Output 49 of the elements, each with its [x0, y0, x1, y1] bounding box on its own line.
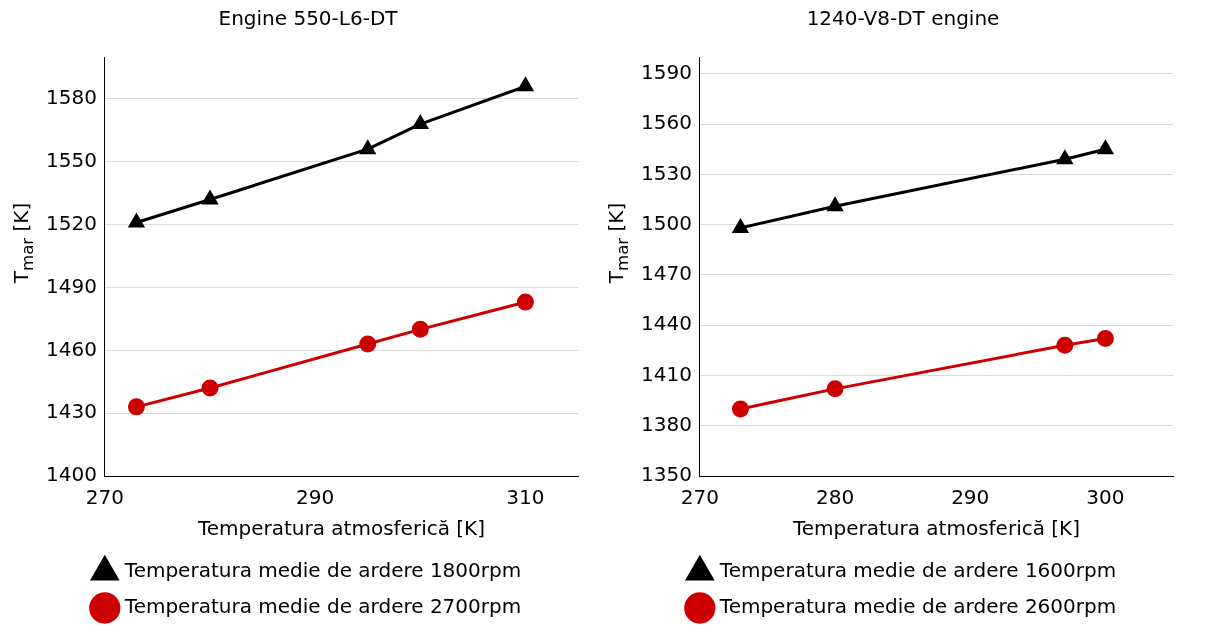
y-tick-label: 1580: [45, 85, 97, 110]
point: [516, 293, 534, 311]
point: [412, 115, 428, 130]
point: [731, 400, 749, 418]
y-tick-label: 1380: [640, 411, 692, 436]
point: [202, 190, 218, 205]
y-tick-label: 1470: [640, 261, 692, 286]
y-tick-label: 1350: [640, 462, 692, 487]
y-tick-label: 1410: [640, 361, 692, 386]
point: [826, 380, 844, 398]
x-tick-label: 290: [296, 485, 335, 510]
y-tick-label: 1560: [640, 110, 692, 135]
y-tick-label: 1460: [45, 336, 97, 361]
point: [1056, 336, 1074, 354]
y-tick-label: 1500: [640, 210, 692, 235]
y-tick-label: 1400: [45, 462, 97, 487]
y-tick-label: 1590: [640, 59, 692, 84]
point: [360, 140, 376, 155]
x-axis-title: Temperatura atmosferică [K]: [791, 516, 1081, 541]
y-tick-label: 1440: [640, 311, 692, 336]
x-tick-label: 310: [506, 485, 545, 510]
point: [127, 398, 145, 416]
chart-title: Engine 550-L6-DT: [218, 6, 399, 31]
legend-label: Temperatura medie de ardere 2700rpm: [123, 594, 522, 619]
point: [411, 320, 429, 338]
point: [1097, 140, 1113, 155]
x-tick-label: 300: [1086, 485, 1125, 510]
y-tick-label: 1530: [640, 160, 692, 185]
y-tick-label: 1520: [45, 210, 97, 235]
x-tick-label: 270: [680, 485, 719, 510]
x-tick-label: 280: [815, 485, 855, 510]
legend-label: Temperatura medie de ardere 2600rpm: [718, 594, 1117, 619]
point: [201, 379, 219, 397]
point: [359, 335, 377, 353]
point: [1096, 330, 1114, 348]
x-tick-label: 270: [85, 485, 124, 510]
point: [732, 219, 749, 233]
point: [1057, 150, 1073, 165]
point: [827, 197, 843, 212]
point: [128, 214, 144, 228]
chart-title: 1240-V8-DT engine: [806, 6, 1000, 31]
point: [517, 77, 533, 92]
legend-label: Temperatura medie de ardere 1800rpm: [123, 558, 522, 583]
x-axis-title: Temperatura atmosferică [K]: [196, 516, 486, 541]
y-tick-label: 1430: [45, 399, 97, 424]
x-tick-label: 290: [951, 485, 990, 510]
y-tick-label: 1490: [45, 273, 97, 298]
y-tick-label: 1550: [45, 147, 97, 172]
legend-label: Temperatura medie de ardere 1600rpm: [718, 558, 1117, 583]
